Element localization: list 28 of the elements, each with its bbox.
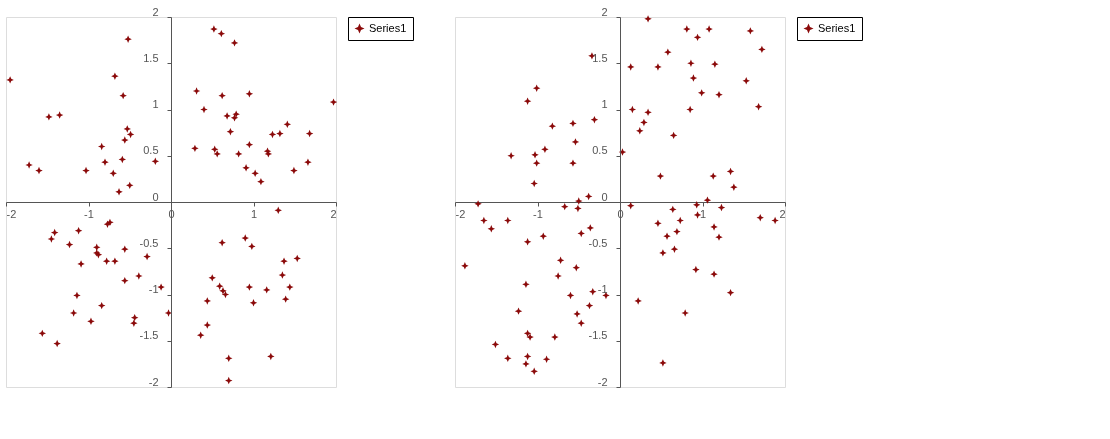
legend-label: Series1 (818, 21, 856, 34)
x-tick-label: -2 (6, 207, 17, 220)
y-tick-label: -1.5 (588, 329, 608, 342)
y-tick-label: -1.5 (139, 329, 159, 342)
x-tick-label: 1 (699, 207, 707, 220)
y-tick-label: -0.5 (139, 236, 159, 249)
x-tick-label: 1 (250, 207, 258, 220)
y-tick-label: -1 (148, 283, 159, 295)
y-tick-label: 0.5 (592, 144, 608, 157)
y-tick-label: -2 (148, 375, 159, 388)
y-tick-label: 1 (601, 98, 608, 110)
y-tick-label: -2 (597, 375, 608, 388)
x-tick-label: -2 (455, 207, 466, 220)
y-tick-label: 2 (152, 5, 159, 18)
y-tick-label: 1.5 (592, 51, 608, 64)
legend-label: Series1 (369, 21, 407, 34)
y-tick-label: 0 (152, 190, 159, 203)
y-tick-label: 1.5 (143, 51, 159, 64)
x-tick-label: 2 (779, 207, 786, 220)
y-tick-label: 2 (601, 5, 608, 18)
x-tick-label: -1 (533, 207, 543, 220)
y-tick-label: -1 (597, 283, 608, 295)
y-tick-label: 0 (601, 190, 608, 203)
x-tick-label: -1 (84, 207, 94, 220)
x-tick-label: 2 (330, 207, 337, 220)
y-tick-label: 0.5 (143, 144, 159, 157)
y-tick-label: -0.5 (588, 236, 608, 249)
y-tick-label: 1 (152, 98, 159, 110)
